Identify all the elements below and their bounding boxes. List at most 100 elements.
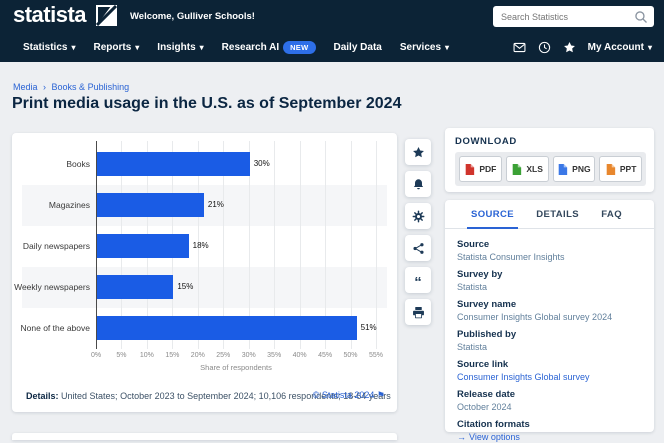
- nav-item-research-ai[interactable]: Research AI NEW: [221, 40, 316, 54]
- download-button-label: PNG: [572, 164, 591, 174]
- field-label: Survey by: [457, 269, 503, 280]
- star-icon[interactable]: [563, 41, 576, 54]
- x-tick-label: 25%: [216, 352, 231, 359]
- download-png-button[interactable]: PNG: [552, 156, 596, 182]
- nav-item-statistics[interactable]: Statistics ▾: [23, 42, 75, 53]
- field-published-by: Published by Statista: [457, 329, 642, 353]
- quote-icon: “: [414, 274, 422, 291]
- category-label: None of the above: [20, 323, 90, 333]
- flag-icon: ⚑: [376, 390, 385, 400]
- field-value-link[interactable]: → View options: [457, 432, 520, 442]
- nav-item-services[interactable]: Services ▾: [400, 42, 449, 53]
- gridline: [248, 141, 250, 349]
- bar-books[interactable]: [97, 152, 250, 176]
- field-citation-formats: Citation formats → View options: [457, 419, 642, 443]
- next-section-card-edge: [12, 433, 397, 440]
- field-survey-by: Survey by Statista: [457, 269, 642, 293]
- field-label: Release date: [457, 389, 516, 400]
- png-file-icon: [557, 163, 568, 176]
- tab-faq[interactable]: FAQ: [601, 208, 622, 220]
- bar-weekly-newspapers[interactable]: [97, 275, 174, 299]
- category-label: Books: [66, 159, 90, 169]
- tab-details[interactable]: DETAILS: [536, 208, 580, 220]
- x-tick-label: 40%: [292, 352, 307, 359]
- new-badge: NEW: [283, 40, 316, 54]
- bell-button[interactable]: [405, 171, 431, 197]
- field-value: Statista Consumer Insights: [457, 252, 565, 262]
- ppt-file-icon: [605, 163, 616, 176]
- nav-item-label: Research AI: [221, 41, 280, 53]
- download-ppt-button[interactable]: PPT: [599, 156, 642, 182]
- download-heading: DOWNLOAD: [455, 136, 517, 147]
- bar-chart: 0% 5% 10% 15% 20% 25% 30% 35% 40% 45% 50% 55% Books 3…: [12, 133, 397, 373]
- clock-icon[interactable]: [538, 41, 551, 54]
- tab-source[interactable]: SOURCE: [466, 200, 519, 229]
- field-label: Source link: [457, 359, 509, 370]
- welcome-message: Welcome, Gulliver Schools!: [130, 11, 255, 22]
- x-tick-label: 35%: [267, 352, 282, 359]
- gridline: [299, 141, 301, 349]
- nav-item-label: Reports: [93, 41, 132, 53]
- page-title: Print media usage in the U.S. as of Sept…: [12, 95, 402, 112]
- row-stripe: [22, 267, 387, 308]
- download-pdf-button[interactable]: PDF: [459, 156, 502, 182]
- copyright-text: © Statista 2024: [312, 390, 375, 400]
- my-account-label: My Account: [587, 41, 644, 53]
- field-value: Statista: [457, 282, 488, 292]
- value-label: 21%: [207, 200, 224, 209]
- statista-copyright-link[interactable]: © Statista 2024 ⚑: [313, 390, 385, 401]
- x-tick-label: 55%: [368, 352, 383, 359]
- bar-daily-newspapers[interactable]: [97, 234, 189, 258]
- mail-icon[interactable]: [513, 41, 526, 54]
- nav-item-reports[interactable]: Reports ▾: [93, 42, 139, 53]
- nav-item-label: Statistics: [23, 41, 68, 53]
- info-tabs: SOURCE DETAILS FAQ: [445, 200, 654, 229]
- share-button[interactable]: [405, 235, 431, 261]
- search-icon[interactable]: [634, 10, 648, 24]
- field-source: Source Statista Consumer Insights: [457, 239, 642, 263]
- chevron-down-icon: ▾: [199, 42, 204, 52]
- nav-item-label: Insights: [157, 41, 196, 53]
- download-button-label: PDF: [479, 164, 497, 174]
- breadcrumb-link-books-publishing[interactable]: Books & Publishing: [51, 82, 130, 92]
- breadcrumb: Media › Books & Publishing: [13, 82, 129, 92]
- field-value-link[interactable]: Consumer Insights Global survey: [457, 372, 590, 382]
- my-account-menu[interactable]: My Account ▾: [588, 42, 652, 53]
- value-label: 15%: [177, 282, 194, 291]
- details-text: United States; October 2023 to September…: [61, 391, 391, 401]
- field-value: October 2024: [457, 402, 512, 412]
- nav-item-daily-data[interactable]: Daily Data: [334, 42, 382, 53]
- nav-icons: [513, 41, 576, 54]
- gear-icon: [412, 210, 425, 223]
- gear-button[interactable]: [405, 203, 431, 229]
- star-button[interactable]: [405, 139, 431, 165]
- nav-item-insights[interactable]: Insights ▾: [157, 42, 203, 53]
- x-tick-label: 20%: [190, 352, 205, 359]
- bar-none-of-the-above[interactable]: [97, 316, 357, 340]
- y-axis-line: [96, 141, 97, 349]
- top-header: statista Welcome, Gulliver Schools! Stat…: [0, 0, 664, 62]
- search-box[interactable]: [493, 6, 654, 27]
- x-tick-label: 0%: [90, 352, 102, 359]
- statista-logo[interactable]: statista: [13, 2, 87, 27]
- chart-details: Details: United States; October 2023 to …: [26, 391, 391, 401]
- printer-button[interactable]: [405, 299, 431, 325]
- field-label: Survey name: [457, 299, 517, 310]
- nav-right-group: My Account ▾: [513, 32, 652, 62]
- nav-item-label: Services: [399, 41, 442, 53]
- pdf-file-icon: [464, 163, 475, 176]
- gridline: [197, 141, 199, 349]
- gridline: [223, 141, 225, 349]
- bar-magazines[interactable]: [97, 193, 204, 217]
- field-source-link: Source link Consumer Insights Global surv…: [457, 359, 642, 383]
- search-input[interactable]: [493, 11, 634, 22]
- nav-item-label: Daily Data: [333, 41, 382, 53]
- source-info-card: SOURCE DETAILS FAQ Source Statista Consumer…: [445, 200, 654, 442]
- field-label: Citation formats: [457, 419, 530, 430]
- quote-button[interactable]: “: [405, 267, 431, 293]
- x-tick-label: 5%: [116, 352, 127, 359]
- download-xls-button[interactable]: XLS: [505, 156, 549, 182]
- x-tick-label: 50%: [343, 352, 358, 359]
- breadcrumb-link-media[interactable]: Media: [13, 82, 38, 92]
- gridline: [376, 141, 377, 349]
